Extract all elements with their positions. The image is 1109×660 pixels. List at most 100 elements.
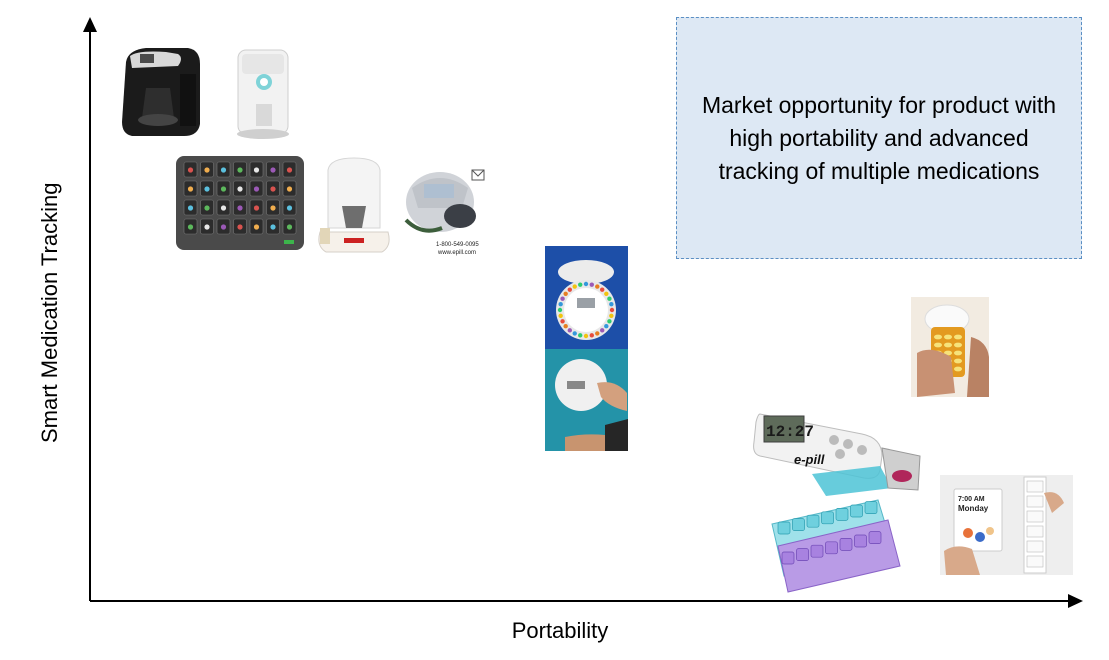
grid-cell-pill	[270, 224, 276, 230]
timer-brand: e-pill	[794, 452, 825, 467]
grid-cell-pill	[220, 205, 227, 211]
ring-pill	[604, 324, 609, 329]
ring-pill	[578, 282, 583, 287]
ring-pill	[600, 328, 605, 333]
pillbox-lid-top	[792, 518, 805, 531]
grid-cell-pill	[204, 205, 210, 211]
pill-bottle-cap	[911, 297, 989, 397]
ring-pill	[589, 333, 594, 338]
bottle-pill	[954, 366, 962, 372]
ring-pill	[583, 333, 589, 339]
ring-pill	[595, 331, 600, 336]
ring-pill	[609, 307, 615, 313]
grid-cell-pill	[187, 205, 194, 211]
grid-cell-pill	[187, 186, 194, 192]
ring-pill	[589, 282, 594, 287]
x-axis-label: Portability	[511, 618, 609, 643]
grid-cell-pill	[237, 167, 243, 173]
countertop-dispenser-black	[122, 48, 200, 136]
pillbox-lid-bottom	[781, 551, 795, 565]
strip-packet	[1026, 540, 1044, 553]
grid-cell-pill	[286, 167, 293, 173]
countertop-dispenser-white-tower	[237, 49, 289, 139]
round-locking-dispenser	[545, 246, 628, 349]
packet-day: Monday	[958, 504, 989, 513]
pillbox-lid-top	[835, 508, 849, 521]
grid-cell-pill	[270, 167, 276, 173]
pillbox-lid-bottom	[810, 544, 824, 558]
pillbox-lid-top	[864, 501, 878, 514]
pillbox-lid-bottom	[839, 538, 853, 551]
grid-cell-pill	[204, 186, 210, 192]
strip-packet	[1026, 495, 1044, 508]
weekly-pill-box	[771, 499, 901, 593]
ring-pill	[607, 296, 612, 301]
epill-phone: 1-800-549-0095	[436, 242, 479, 248]
grid-cell-pill	[286, 224, 293, 230]
ring-pill	[604, 291, 609, 296]
bottle-pill	[954, 334, 962, 340]
ring-pill	[558, 302, 563, 307]
ring-pill	[572, 284, 577, 289]
bottle-pill	[944, 350, 952, 356]
grid-cell-pill	[270, 205, 276, 211]
weekly-grid-organizer	[176, 156, 304, 250]
strip-packet	[1026, 480, 1044, 493]
epill-home-dispenser: 1-800-549-0095 www.epill.com	[404, 169, 485, 256]
ring-pill	[558, 313, 563, 318]
ring-pill	[567, 328, 572, 333]
epill-web: www.epill.com	[437, 250, 476, 256]
bottle-pill	[954, 358, 962, 364]
pillbox-lid-top	[777, 521, 791, 535]
bottle-pill	[944, 342, 952, 348]
bottle-pill	[934, 334, 942, 340]
grid-cell-pill	[237, 186, 243, 192]
round-dispenser-in-hand	[545, 349, 628, 451]
grid-cell-pill	[204, 224, 210, 230]
market-opportunity-callout: Market opportunity for product with high…	[676, 17, 1082, 259]
grid-cell-pill	[253, 224, 260, 230]
strip-packet	[1026, 510, 1044, 523]
packet-time: 7:00 AM	[958, 496, 985, 503]
pillbox-lid-top	[821, 511, 834, 525]
grid-cell-pill	[220, 167, 227, 173]
grid-cell-pill	[237, 224, 243, 230]
grid-cell-pill	[187, 224, 194, 230]
x-axis-arrowhead	[1068, 594, 1083, 608]
y-axis-label: Smart Medication Tracking	[37, 182, 62, 443]
pill-packet-strip: 7:00 AM Monday	[940, 475, 1073, 575]
ring-pill	[563, 291, 568, 296]
pillbox-lid-bottom	[854, 534, 867, 548]
grid-cell-pill	[204, 167, 210, 173]
bottle-pill	[954, 342, 962, 348]
ring-pill	[595, 284, 600, 289]
strip-packet	[1026, 555, 1044, 568]
epill-portable-timer: 12:27 e-pill	[753, 413, 921, 496]
pillbox-lid-top	[850, 504, 863, 518]
ring-pill	[567, 287, 572, 292]
ring-pill	[560, 319, 565, 324]
ring-pill	[563, 324, 568, 329]
grid-cell-pill	[237, 205, 243, 211]
philips-dome-dispenser	[318, 157, 390, 253]
grid-cell-pill	[286, 186, 293, 192]
bottle-pill	[944, 334, 952, 340]
grid-cell-pill	[253, 205, 260, 211]
grid-cell-pill	[253, 186, 260, 192]
ring-pill	[600, 287, 605, 292]
timer-display: 12:27	[766, 423, 814, 441]
bottle-pill	[954, 350, 962, 356]
ring-pill	[607, 319, 612, 324]
ring-pill	[578, 333, 583, 338]
pillbox-lid-top	[806, 514, 820, 528]
strip-packet	[1026, 525, 1044, 538]
grid-cell-pill	[253, 167, 260, 173]
callout-text: Market opportunity for product with high…	[701, 91, 1057, 184]
pillbox-lid-bottom	[796, 548, 809, 561]
ring-pill	[557, 307, 563, 313]
ring-pill	[609, 313, 614, 318]
grid-cell-pill	[270, 186, 276, 192]
ring-pill	[609, 302, 614, 307]
ring-pill	[572, 331, 577, 336]
